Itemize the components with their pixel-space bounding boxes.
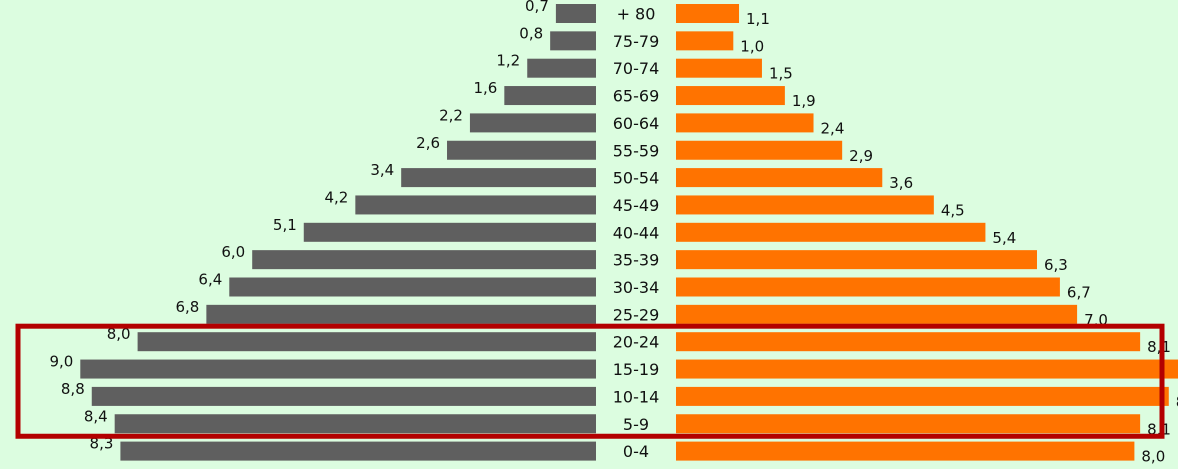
right-bar (676, 58, 762, 78)
left-bar (447, 140, 596, 160)
right-bar-label: 3,6 (889, 174, 913, 192)
right-bar (676, 250, 1037, 270)
category-label: 35-39 (613, 251, 660, 270)
left-bar-label: 4,2 (324, 188, 348, 206)
left-bar (303, 222, 596, 242)
right-bar (676, 168, 883, 188)
left-bar (469, 113, 596, 133)
right-bar (676, 441, 1135, 461)
right-bar (676, 414, 1141, 434)
right-bar-label: 8,0 (1141, 448, 1165, 466)
right-bar (676, 332, 1141, 352)
highlight-frame (15, 323, 1165, 439)
right-bar-label: 1,5 (769, 65, 793, 83)
left-bar-label: 6,0 (221, 243, 245, 261)
right-bar-label: 2,9 (849, 147, 873, 165)
category-label: 55-59 (613, 141, 660, 160)
right-bar-label: 1,1 (746, 10, 770, 28)
category-label: 40-44 (613, 223, 660, 242)
category-label: 60-64 (613, 114, 660, 133)
left-bar-label: 6,4 (198, 271, 222, 289)
category-label: + 80 (617, 5, 656, 24)
left-bar-label: 2,2 (439, 106, 463, 124)
right-bar (676, 113, 814, 133)
left-bar (550, 31, 596, 51)
category-label: 65-69 (613, 87, 660, 106)
right-bar (676, 277, 1060, 297)
left-bar-label: 8,8 (61, 380, 85, 398)
left-bar (137, 332, 596, 352)
left-bar-label: 0,8 (519, 24, 543, 42)
right-bar-label: 5,4 (992, 229, 1016, 247)
right-bar-label: 1,0 (740, 37, 764, 55)
category-label: 25-29 (613, 305, 660, 324)
right-bar (676, 195, 934, 215)
right-bar (676, 4, 740, 23)
category-label: 20-24 (613, 333, 660, 352)
left-bar (527, 58, 596, 78)
left-bar-label: 8,0 (107, 325, 131, 343)
left-bar (120, 441, 596, 461)
right-bar (676, 359, 1178, 379)
left-bar-label: 0,7 (525, 0, 549, 15)
left-bar-label: 8,4 (84, 407, 108, 425)
left-bar-label: 8,3 (90, 435, 114, 453)
left-bar-label: 6,8 (176, 298, 200, 316)
right-bar-label: 4,5 (941, 201, 965, 219)
right-bar-label: 6,3 (1044, 256, 1068, 274)
left-bar (114, 414, 597, 434)
right-bar (676, 140, 843, 160)
category-label: 5-9 (623, 415, 649, 434)
right-bar (676, 386, 1169, 406)
right-bar-label: 8,1 (1147, 338, 1171, 356)
right-bar-label: 1,9 (792, 92, 816, 110)
right-bar (676, 86, 785, 106)
right-bar (676, 31, 734, 51)
left-bar (355, 195, 596, 215)
left-bar (206, 304, 597, 324)
category-label: 30-34 (613, 278, 660, 297)
left-bar-label: 1,6 (473, 79, 497, 97)
left-bar (80, 359, 597, 379)
category-label: 0-4 (623, 442, 649, 461)
right-bar-label: 2,4 (821, 119, 845, 137)
left-bar (401, 168, 596, 188)
left-bar (229, 277, 596, 297)
right-bar-label: 8,6 (1176, 393, 1178, 411)
category-label: 50-54 (613, 169, 660, 188)
right-bar-label: 6,7 (1067, 284, 1091, 302)
category-label: 15-19 (613, 360, 660, 379)
right-bar (676, 222, 986, 242)
left-bar-label: 5,1 (273, 216, 297, 234)
left-bar-label: 9,0 (49, 353, 73, 371)
category-label: 75-79 (613, 32, 660, 51)
left-bar-label: 3,4 (370, 161, 394, 179)
left-bar (252, 250, 596, 270)
left-bar-label: 1,2 (496, 52, 520, 70)
left-bar (91, 386, 596, 406)
left-bar (504, 86, 596, 106)
left-bar-label: 2,6 (416, 134, 440, 152)
category-label: 70-74 (613, 59, 660, 78)
right-bar (676, 304, 1078, 324)
right-bar-label: 8,1 (1147, 420, 1171, 438)
category-label: 45-49 (613, 196, 660, 215)
category-label: 10-14 (613, 387, 660, 406)
left-bar (555, 4, 596, 23)
